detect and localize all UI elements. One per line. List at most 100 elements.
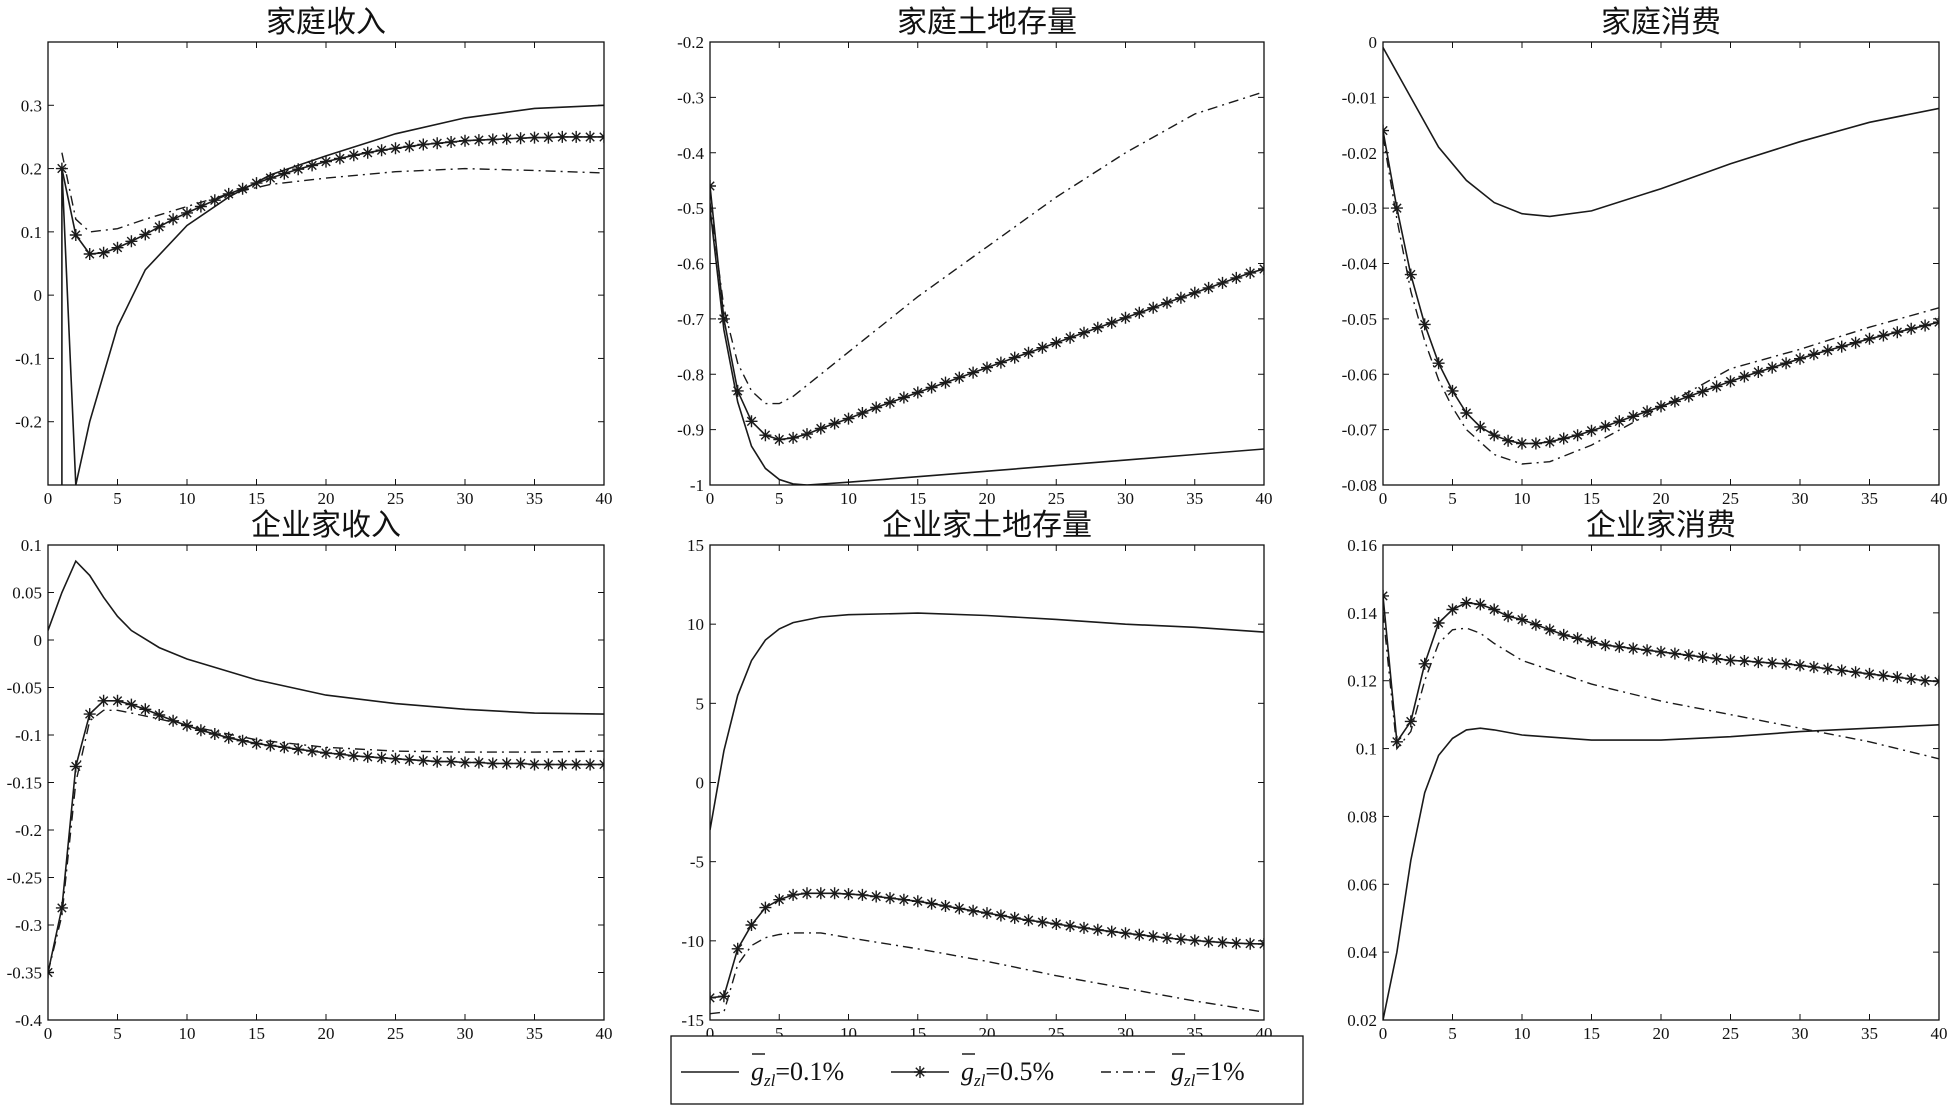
y-tick-label: -0.35	[7, 964, 42, 983]
series-star-marker	[856, 407, 869, 419]
panel-title: 企业家收入	[251, 508, 401, 543]
series-star-marker	[403, 753, 416, 766]
series-star-marker	[1821, 344, 1834, 357]
x-tick-label: 35	[1861, 1024, 1878, 1043]
x-tick-label: 35	[1861, 489, 1878, 508]
series-star-marker	[1404, 715, 1417, 728]
x-tick-label: 40	[596, 1024, 613, 1043]
series-star-marker	[570, 130, 583, 143]
series-star-marker	[925, 897, 938, 910]
y-tick-label: -0.01	[1342, 88, 1377, 107]
y-tick-label: -0.03	[1342, 199, 1377, 218]
y-tick-label: 0.05	[12, 584, 42, 603]
series-solid-line	[1383, 724, 1939, 1020]
series-star-marker	[967, 904, 980, 917]
series-star-marker	[1599, 420, 1612, 433]
y-tick-label: -0.4	[15, 1011, 42, 1030]
series-star-marker	[1863, 667, 1876, 680]
series-star-marker	[55, 162, 68, 175]
series-star-marker	[1891, 671, 1904, 684]
series-star-marker	[1460, 596, 1473, 609]
series-star-marker	[1696, 651, 1709, 663]
x-tick-label: 10	[179, 489, 196, 508]
series-star-marker	[1119, 927, 1132, 940]
series-star-marker	[556, 130, 569, 143]
series-star-marker	[1119, 311, 1132, 324]
series-dashdot-line	[710, 932, 1264, 1015]
x-tick-label: 15	[248, 1024, 265, 1043]
series-star-marker	[1585, 635, 1598, 648]
series-star-marker	[1807, 348, 1820, 361]
y-tick-label: -0.5	[677, 199, 704, 218]
series-star-marker	[361, 750, 374, 763]
series-dashdot-line	[710, 91, 1264, 405]
series-star-marker	[1905, 673, 1918, 685]
panel-6: 企业家消费 0 5 10 15 20 25 30 35 40 0.02 0.04 0.06 0.08 0.1…	[1347, 508, 1947, 1043]
series-star-marker	[1766, 361, 1779, 374]
y-tick-label: 0.08	[1347, 807, 1377, 826]
x-tick-label: 30	[1792, 489, 1809, 508]
series-star-marker	[1585, 424, 1598, 437]
series-star-marker	[153, 220, 166, 233]
series-star-marker	[1008, 351, 1021, 364]
panel-1: 家庭收入 0 5 10 15 20 25 30 35 40 -0.2 -0.1 0 0.1 0.2 0.3	[15, 5, 612, 508]
series-solid-line	[61, 104, 604, 485]
series-star-marker	[264, 172, 277, 185]
series-solid-line	[48, 559, 604, 715]
series-star-marker	[1446, 603, 1459, 616]
series-star-marker	[1022, 914, 1035, 927]
y-tick-label: 5	[696, 694, 705, 713]
series-star-marker	[306, 745, 319, 758]
series-star-line	[61, 136, 604, 255]
legend-label: gzl=0.5%	[961, 1057, 1054, 1090]
y-tick-label: -0.3	[15, 916, 42, 935]
series-star-marker	[1091, 321, 1104, 334]
series-star-marker	[911, 895, 924, 908]
y-tick-label: -15	[681, 1011, 704, 1030]
x-tick-label: 40	[1256, 489, 1273, 508]
series-star-marker	[759, 429, 772, 442]
series-star-marker	[897, 391, 910, 404]
y-tick-label: -0.25	[7, 869, 42, 888]
y-tick-label: 0.04	[1347, 943, 1377, 962]
series-star-marker	[1174, 291, 1187, 304]
series-star-marker	[745, 415, 758, 428]
series-star-marker	[97, 694, 110, 707]
series-star-marker	[417, 138, 430, 151]
legend-label: gzl=0.1%	[751, 1057, 844, 1090]
series-star-marker	[208, 728, 221, 740]
series-star-marker	[194, 200, 207, 213]
y-tick-label: -0.3	[677, 88, 704, 107]
series-star-marker	[139, 228, 152, 241]
series-star-marker	[1133, 928, 1146, 941]
series-star-marker	[1738, 370, 1751, 383]
series-star-marker	[1543, 435, 1556, 448]
series-dashdot-line	[1383, 135, 1939, 465]
series-star-marker	[1216, 276, 1229, 289]
series-star-marker	[967, 366, 980, 379]
series-star-marker	[83, 708, 96, 721]
series-star-marker	[1668, 647, 1681, 660]
series-star-marker	[1404, 268, 1417, 281]
series-star-marker	[1807, 661, 1820, 674]
series-star-marker	[125, 698, 138, 711]
series-star-marker	[445, 136, 458, 148]
y-tick-label: -0.07	[1342, 421, 1378, 440]
series-star-marker	[584, 130, 597, 143]
series-star-marker	[1655, 645, 1667, 658]
series-star-marker	[292, 743, 305, 756]
series-star-marker	[1050, 918, 1063, 930]
series-star-marker	[55, 901, 68, 914]
x-tick-label: 40	[596, 489, 613, 508]
y-tick-label: -0.7	[677, 310, 704, 329]
series-star-marker	[1133, 306, 1146, 319]
series-star-marker	[1877, 329, 1890, 342]
series-star-marker	[717, 990, 730, 1003]
series-star-marker	[787, 431, 800, 444]
series-star-marker	[459, 756, 471, 769]
series-star-marker	[181, 206, 193, 219]
y-tick-label: 0.12	[1347, 672, 1377, 691]
series-star-marker	[994, 356, 1007, 369]
series-star-marker	[514, 757, 527, 770]
x-tick-label: 20	[318, 489, 335, 508]
